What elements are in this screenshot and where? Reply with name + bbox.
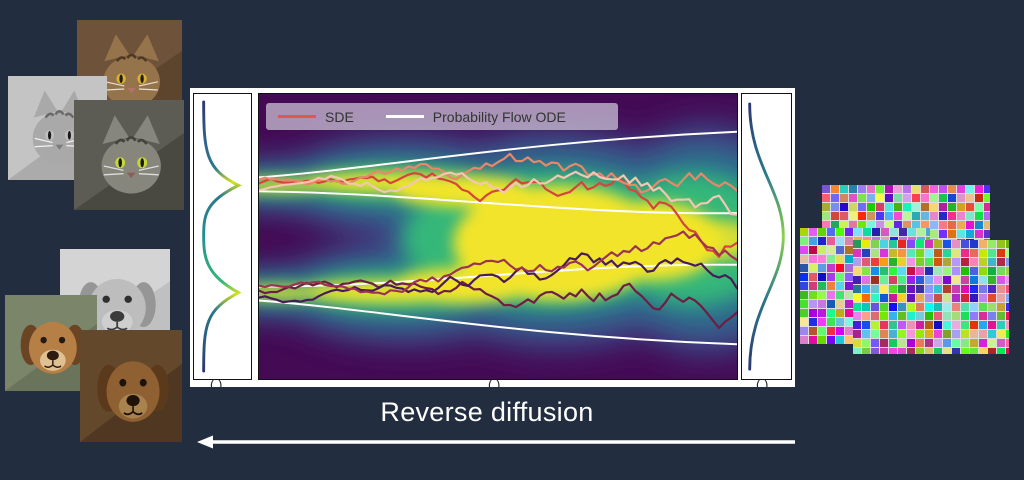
cropped-caption-right: ( ): [756, 378, 769, 387]
cropped-caption-center: ( ): [488, 378, 501, 387]
density-heatmap-panel: SDE Probability Flow ODE: [258, 93, 738, 380]
noise-tile-3: [853, 240, 1009, 354]
unimodal-density-curve: [748, 102, 785, 371]
dog-photo-brown: [80, 330, 182, 442]
diffusion-figure: SDE Probability Flow ODE: [190, 88, 795, 387]
dog-face-illustration: [80, 330, 182, 442]
ode-line-swatch: [385, 115, 424, 118]
left-arrow: [197, 435, 795, 449]
bimodal-density-curve: [202, 100, 242, 373]
sde-legend-label: SDE: [325, 108, 354, 125]
sde-sample-paths: [259, 152, 737, 330]
cropped-caption-left: ( ): [210, 378, 223, 387]
left-marginal-panel: [193, 93, 252, 380]
cat-photo-green-eyes: [74, 100, 184, 210]
reverse-diffusion-label: Reverse diffusion: [380, 397, 594, 427]
density-heatmap: [259, 94, 737, 379]
ode-legend-label: Probability Flow ODE: [432, 108, 566, 125]
cat-face-illustration: [74, 100, 184, 210]
sde-line-swatch: [278, 115, 316, 118]
right-marginal-panel: [741, 93, 792, 380]
plot-legend: SDE Probability Flow ODE: [266, 103, 618, 130]
